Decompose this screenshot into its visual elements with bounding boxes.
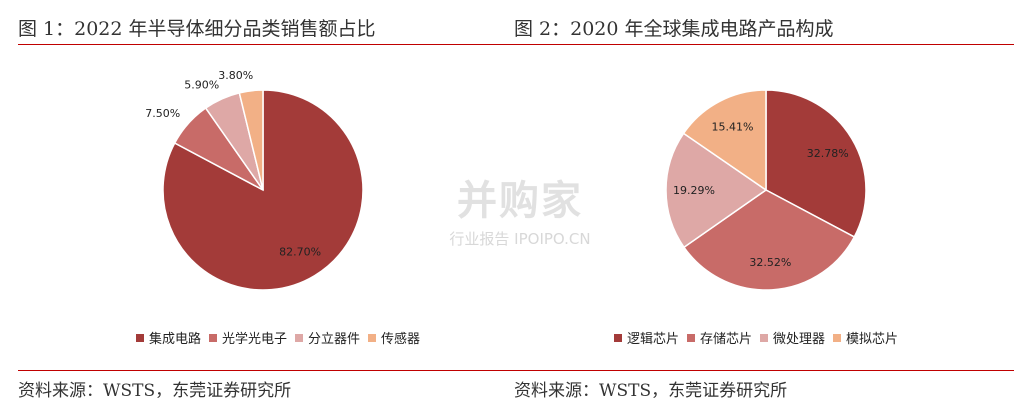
legend-swatch (833, 334, 842, 342)
pie-slice (682, 189, 856, 291)
pie-slice (238, 89, 264, 191)
legend-swatch (209, 334, 218, 342)
data-label: 32.78% (807, 147, 849, 160)
pie-chart: 32.78% 32.52% 19.29% 15.41% (665, 89, 867, 291)
figure-title: 图 1：2022 年半导体细分品类销售额占比 (18, 18, 376, 40)
data-label: 7.50% (145, 107, 180, 120)
legend: 逻辑芯片 存储芯片 微处理器 模拟芯片 (614, 328, 906, 347)
legend-label: 存储芯片 (700, 332, 753, 347)
data-label: 32.52% (749, 256, 791, 269)
legend-label: 光学光电子 (222, 332, 288, 347)
legend-item: 分立器件 (295, 328, 360, 347)
source-note: 资料来源：WSTS，东莞证券研究所 (18, 381, 292, 401)
legend-item: 光学光电子 (209, 328, 287, 347)
chart-panel-1: 图 1：2022 年半导体细分品类销售额占比 82.70% 7.50% 5.90% 3… (18, 0, 518, 409)
divider (514, 370, 1014, 371)
legend-label: 集成电路 (149, 332, 202, 347)
legend-label: 传感器 (381, 332, 421, 347)
divider (514, 44, 1014, 45)
divider (18, 370, 518, 371)
data-label: 5.90% (184, 78, 219, 91)
legend-item: 集成电路 (136, 328, 201, 347)
legend-item: 逻辑芯片 (614, 328, 679, 347)
legend-label: 微处理器 (773, 332, 826, 347)
legend-swatch (368, 334, 377, 342)
legend-swatch (760, 334, 769, 342)
legend-swatch (614, 334, 622, 342)
data-label: 19.29% (673, 184, 715, 197)
pie-slice (665, 132, 768, 249)
source-note: 资料来源：WSTS，东莞证券研究所 (514, 381, 788, 401)
legend-label: 分立器件 (308, 332, 361, 347)
legend-item: 存储芯片 (687, 328, 752, 347)
legend-label: 逻辑芯片 (627, 332, 680, 347)
divider (18, 44, 518, 45)
legend-item: 模拟芯片 (833, 328, 898, 347)
data-label: 15.41% (712, 120, 754, 133)
legend-item: 传感器 (368, 328, 420, 347)
chart-panel-2: 图 2：2020 年全球集成电路产品构成 32.78% 32.52% 19.29% 1… (514, 0, 1014, 409)
pie-slice (682, 89, 767, 192)
pie-slice (765, 89, 867, 238)
data-label: 3.80% (218, 69, 253, 82)
legend-item: 微处理器 (760, 328, 825, 347)
legend: 集成电路 光学光电子 分立器件 传感器 (136, 328, 428, 347)
figure-title: 图 2：2020 年全球集成电路产品构成 (514, 18, 834, 40)
legend-swatch (136, 334, 144, 342)
pie-chart: 82.70% 7.50% 5.90%3.80% (145, 69, 364, 291)
legend-swatch (687, 334, 696, 342)
data-label: 82.70% (279, 246, 321, 259)
legend-label: 模拟芯片 (846, 332, 899, 347)
legend-swatch (295, 334, 304, 342)
